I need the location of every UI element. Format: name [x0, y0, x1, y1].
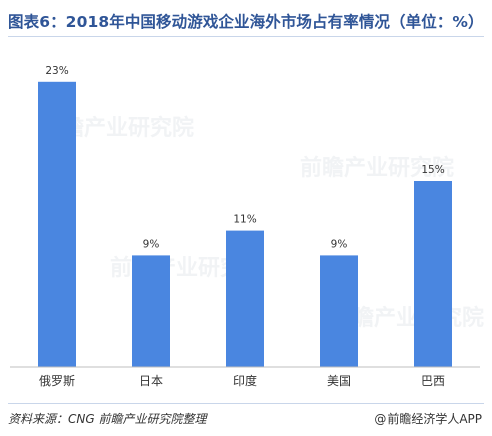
x-tick-labels-group: 俄罗斯 日本 印度 美国 巴西 [39, 373, 445, 388]
data-label-1: 9% [143, 238, 160, 250]
x-tick-label-1: 日本 [139, 374, 163, 388]
data-labels-group: 23% 9% 11% 9% 15% [45, 65, 444, 251]
footer-divider [8, 403, 484, 404]
brand-credit: @前瞻经济学人APP [374, 410, 482, 427]
brand-text: 前瞻经济学人APP [387, 412, 482, 426]
bar-3 [320, 255, 358, 367]
chart-title: 图表6：2018年中国移动游戏企业海外市场占有率情况（单位：%） [8, 13, 484, 31]
x-tick-label-2: 印度 [233, 373, 257, 388]
data-label-0: 23% [45, 65, 68, 77]
at-sign-icon: @ [374, 412, 387, 426]
bar-1 [132, 255, 170, 367]
source-note: 资料来源：CNG 前瞻产业研究院整理 [8, 412, 207, 426]
data-label-2: 11% [233, 214, 256, 226]
data-label-3: 9% [331, 238, 348, 250]
x-tick-label-0: 俄罗斯 [39, 374, 75, 388]
x-tick-label-4: 巴西 [421, 374, 445, 388]
bar-0 [38, 81, 76, 368]
bar-4 [414, 181, 452, 367]
data-label-4: 15% [421, 164, 444, 176]
bars-group [38, 81, 452, 368]
title-divider [8, 36, 484, 37]
x-tick-label-3: 美国 [327, 374, 351, 388]
bar-2 [226, 230, 264, 367]
